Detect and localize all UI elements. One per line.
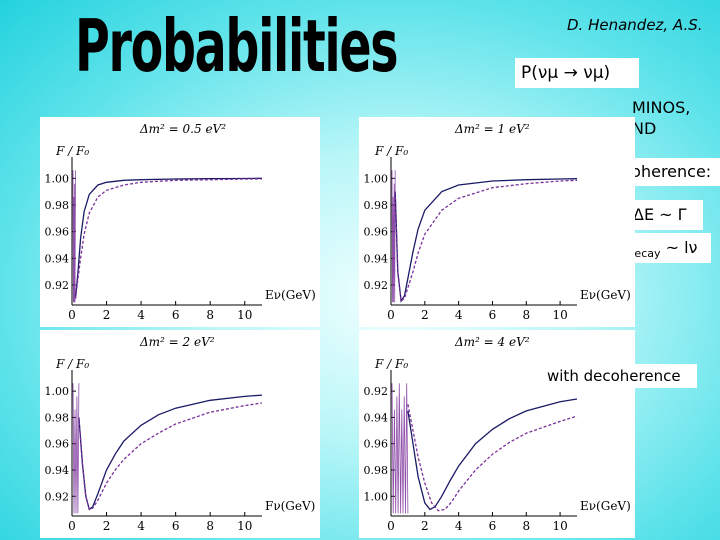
y-tick-label: 0.92 (45, 490, 70, 503)
series-line-coherent (407, 398, 578, 511)
y-tick-label: 0.94 (364, 252, 389, 265)
y-tick-label: 0.92 (364, 279, 389, 292)
x-tick-label: 8 (522, 308, 530, 322)
y-tick-label: 0.98 (364, 199, 389, 212)
experiment-label: MINOS, ND (632, 98, 691, 138)
x-tick-label: 10 (552, 519, 567, 533)
y-tick-label: 0.96 (364, 438, 389, 451)
x-tick-label: 0 (68, 308, 76, 322)
y-tick-label: 0.94 (364, 411, 389, 424)
y-tick-label: 0.98 (364, 464, 389, 477)
x-tick-label: 0 (387, 519, 395, 533)
oscillation-region (72, 383, 80, 514)
y-tick-label: 0.96 (45, 438, 70, 451)
x-tick-label: 10 (237, 519, 252, 533)
y-axis-label: F / F₀ (55, 357, 89, 371)
x-tick-label: 6 (172, 519, 180, 533)
chart-title: Δm² = 2 eV² (139, 335, 215, 349)
y-tick-label: 0.98 (45, 411, 70, 424)
x-axis-label: Eν(GeV) (580, 499, 631, 513)
chart-title: Δm² = 4 eV² (454, 335, 530, 349)
series-line-decoherent (78, 402, 263, 511)
coherence-label: Coherence: (620, 162, 712, 181)
y-tick-label: 0.96 (364, 226, 389, 239)
series-line-decoherent (394, 179, 578, 303)
y-tick-label: 0.98 (45, 199, 70, 212)
oscillation-region (391, 170, 396, 303)
y-tick-label: 0.94 (45, 252, 70, 265)
x-axis-label: Eν(GeV) (580, 288, 631, 302)
x-tick-label: 10 (237, 308, 252, 322)
condition-length-rest: ~ lν (665, 238, 698, 257)
y-tick-label: 0.92 (364, 385, 389, 398)
x-tick-label: 4 (137, 519, 145, 533)
y-axis-label: F / F₀ (374, 357, 408, 371)
x-tick-label: 2 (103, 519, 111, 533)
x-tick-label: 4 (137, 308, 145, 322)
chart-panel-dm2-0.5: Δm² = 0.5 eV² F / F₀ Eν(GeV) 0 2 4 6 8 10 0.92 0.9… (40, 117, 320, 327)
x-tick-label: 8 (522, 519, 530, 533)
y-tick-label: 1.00 (45, 385, 70, 398)
series-line-coherent (78, 394, 263, 511)
y-tick-label: 0.96 (45, 226, 70, 239)
series-line-decoherent (407, 404, 578, 512)
x-tick-label: 8 (206, 308, 214, 322)
x-tick-label: 4 (455, 308, 463, 322)
y-axis-label: F / F₀ (374, 144, 408, 158)
author-credit: D. Henandez, A.S. (567, 16, 703, 34)
chart-panel-dm2-1: Δm² = 1 eV² F / F₀ Eν(GeV) 0 2 4 6 8 10 0.92 0.94 0… (359, 117, 635, 327)
condition-energy: ΔE ~ Γ (633, 205, 687, 224)
x-tick-label: 0 (68, 519, 76, 533)
x-tick-label: 6 (489, 308, 497, 322)
x-tick-label: 6 (489, 519, 497, 533)
x-axis-label: Fν(GeV) (265, 499, 315, 513)
decoherence-box: with decoherence (545, 364, 697, 388)
x-tick-label: 10 (552, 308, 567, 322)
x-tick-label: 2 (421, 308, 429, 322)
condition-length-sub: decay (627, 247, 661, 261)
condition-energy-box: ΔE ~ Γ (625, 200, 703, 230)
x-tick-label: 8 (206, 519, 214, 533)
x-tick-label: 2 (421, 519, 429, 533)
process-label-box: P(νμ → νμ) (515, 58, 639, 88)
chart-svg: Δm² = 0.5 eV² F / F₀ Eν(GeV) 0 2 4 6 8 10 0.92 0.9… (45, 122, 316, 322)
chart-svg: Δm² = 1 eV² F / F₀ Eν(GeV) 0 2 4 6 8 10 0.92 0.94 0… (364, 122, 631, 322)
x-tick-label: 2 (103, 308, 111, 322)
chart-panel-dm2-2: Δm² = 2 eV² F / F₀ Fν(GeV) 0 2 4 6 8 10 0.92 0.94 0… (40, 330, 320, 538)
x-tick-label: 0 (387, 308, 395, 322)
oscillation-region (391, 383, 409, 514)
y-tick-label: 1.00 (364, 172, 389, 185)
y-tick-label: 0.92 (45, 279, 70, 292)
slide-title: Probabilities (75, 4, 399, 88)
series-line-coherent (74, 177, 263, 299)
y-tick-label: 1.00 (45, 172, 70, 185)
oscillation-region (72, 170, 76, 303)
chart-svg: Δm² = 2 eV² F / F₀ Fν(GeV) 0 2 4 6 8 10 0.92 0.94 0… (45, 335, 316, 533)
y-tick-label: 1.00 (364, 490, 389, 503)
decoherence-label: with decoherence (547, 367, 681, 385)
y-tick-label: 0.94 (45, 464, 70, 477)
x-tick-label: 6 (172, 308, 180, 322)
series-line-decoherent (74, 178, 263, 299)
chart-svg: Δm² = 4 eV² F / F₀ Eν(GeV) 0 2 4 6 8 10 1.00 0.98 0… (364, 335, 631, 533)
chart-panel-dm2-4: Δm² = 4 eV² F / F₀ Eν(GeV) 0 2 4 6 8 10 1.00 0.98 0… (359, 330, 635, 538)
x-axis-label: Eν(GeV) (265, 288, 316, 302)
y-axis-label: F / F₀ (55, 144, 89, 158)
chart-title: Δm² = 1 eV² (454, 122, 530, 136)
chart-title: Δm² = 0.5 eV² (139, 122, 226, 136)
process-label: P(νμ → νμ) (521, 63, 611, 83)
x-tick-label: 4 (455, 519, 463, 533)
